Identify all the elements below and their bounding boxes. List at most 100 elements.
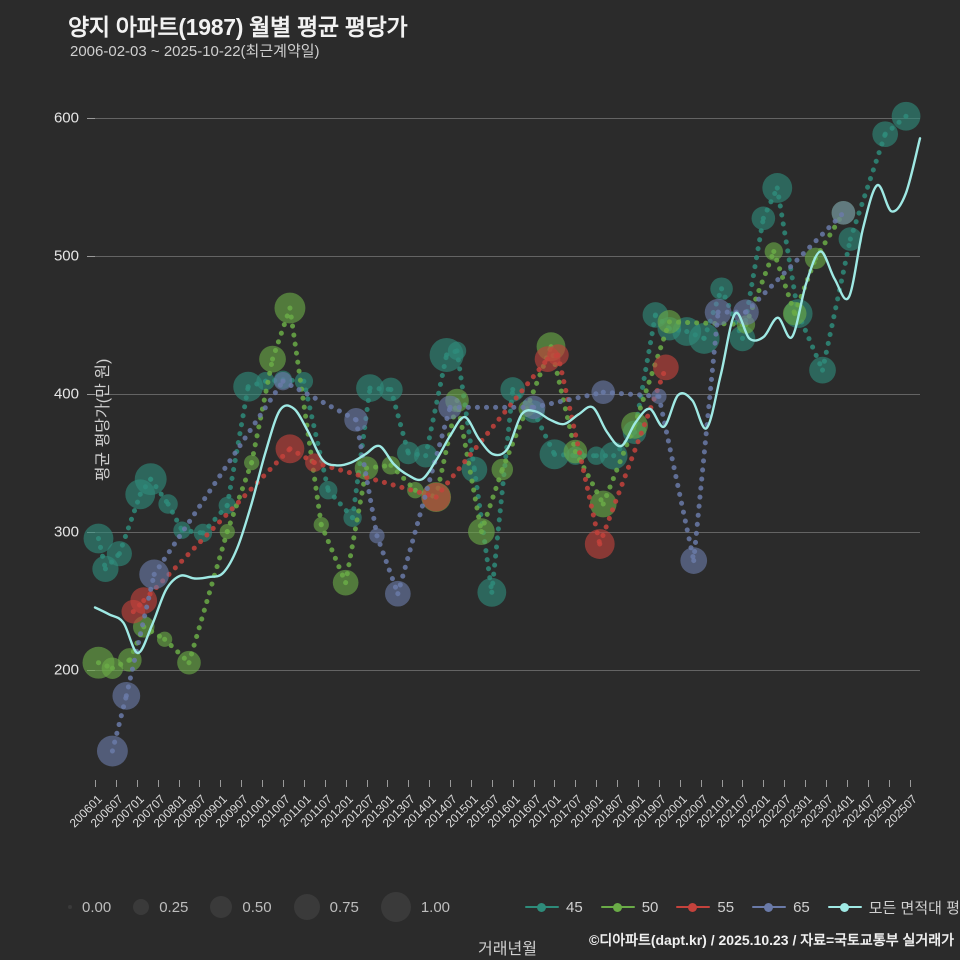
y-axis-title: 평균 평당가(만 원)	[95, 358, 112, 482]
data-bubble	[762, 173, 793, 203]
size-legend-label: 0.75	[329, 898, 359, 916]
data-bubble	[294, 371, 314, 391]
series-1	[83, 101, 921, 607]
data-bubble	[218, 496, 236, 515]
average-line	[93, 137, 922, 655]
plot-area: 200 300 400 500 600 200601 200607 200701 200707…	[54, 90, 922, 958]
legend-marker-icon	[525, 901, 559, 913]
y-tick-label: 200	[53, 661, 79, 679]
data-bubble	[356, 374, 384, 402]
x-tick-mark	[617, 780, 619, 787]
data-bubble	[274, 292, 306, 324]
data-bubble	[704, 298, 732, 326]
series-connector	[433, 356, 551, 500]
series-connector	[531, 389, 606, 410]
x-tick-mark	[303, 780, 305, 787]
series-connector	[656, 393, 697, 564]
data-bubble	[313, 517, 329, 533]
x-tick-mark	[470, 780, 472, 787]
legend-item-65[interactable]: 65	[752, 899, 810, 916]
legend-label: 55	[717, 898, 735, 916]
legend-item-55[interactable]: 55	[676, 899, 734, 916]
data-bubble	[130, 587, 158, 614]
legend-marker-icon	[676, 901, 711, 913]
data-bubble	[112, 681, 141, 710]
data-bubble	[477, 577, 507, 607]
gridline	[95, 669, 920, 671]
legend-item-45[interactable]: 45	[525, 899, 583, 916]
data-bubble	[764, 242, 783, 261]
x-tick-mark	[262, 780, 264, 787]
series-connector	[423, 352, 450, 459]
data-bubble	[118, 648, 142, 672]
x-tick-mark	[220, 780, 222, 787]
x-tick-mark	[658, 780, 660, 787]
x-tick-mark	[512, 780, 514, 787]
data-bubble	[173, 521, 191, 539]
size-legend-bubble	[293, 894, 320, 920]
data-bubble	[838, 227, 863, 251]
data-bubble	[139, 559, 170, 590]
y-tick-mark	[87, 393, 95, 395]
data-bubble	[589, 490, 617, 518]
data-bubble	[332, 569, 359, 596]
series-connector	[666, 319, 749, 328]
x-tick-mark	[638, 780, 640, 787]
data-bubble	[106, 541, 132, 567]
data-bubble	[653, 354, 679, 381]
series-connector	[186, 529, 230, 666]
series-connector	[555, 352, 603, 547]
data-bubble	[872, 121, 899, 147]
data-bubble	[680, 547, 708, 574]
data-bubble	[83, 523, 114, 554]
data-bubble	[305, 453, 324, 472]
x-tick-mark	[700, 780, 702, 787]
series-connector	[353, 417, 380, 539]
chart-title: 양지 아파트(1987) 월별 평균 평당가	[68, 14, 408, 40]
x-tick-mark	[429, 780, 431, 787]
legend-item-50[interactable]: 50	[600, 898, 659, 916]
series-legend: 45 50 55 65 모든 면적대 평균값	[525, 893, 960, 921]
gridline	[95, 117, 920, 119]
x-tick-mark	[679, 780, 681, 787]
data-bubble	[385, 580, 411, 607]
series-connector	[499, 406, 530, 472]
data-bubble	[500, 377, 526, 402]
size-legend-label: 0.50	[242, 898, 272, 916]
legend-label: 50	[641, 898, 659, 916]
series-layer	[82, 101, 922, 767]
data-bubble	[491, 458, 514, 481]
data-bubble	[584, 529, 615, 559]
x-tick-mark	[95, 780, 96, 787]
data-bubble	[447, 341, 467, 361]
y-tick-label: 400	[53, 385, 79, 403]
size-legend-bubble	[210, 896, 233, 918]
series-connector	[350, 385, 373, 521]
data-bubble	[101, 657, 124, 679]
x-tick-mark	[324, 780, 326, 787]
legend-item-모든-면적대-평균값[interactable]: 모든 면적대 평균값	[827, 897, 960, 918]
data-bubble	[831, 201, 856, 225]
data-bubble	[244, 454, 260, 471]
x-tick-mark	[178, 780, 180, 787]
data-bubble	[319, 481, 338, 500]
series-connector	[820, 236, 853, 373]
size-legend-bubble	[380, 892, 411, 922]
x-tick-mark	[491, 780, 493, 787]
x-tick-mark	[784, 780, 786, 787]
x-tick-mark	[345, 780, 347, 787]
data-bubble	[563, 439, 588, 464]
series-connector	[249, 356, 276, 466]
series-connector	[287, 305, 324, 528]
series-connector	[123, 571, 157, 699]
data-bubble	[782, 301, 807, 326]
data-bubble	[710, 277, 733, 300]
size-legend-bubble	[133, 899, 150, 915]
x-tick-mark	[867, 780, 869, 787]
x-tick-mark	[826, 780, 827, 787]
gridline	[95, 255, 920, 257]
x-tick-mark	[136, 780, 138, 787]
x-tick-mark	[805, 780, 807, 787]
series-4	[96, 201, 856, 767]
size-legend: 0.00 0.25 0.50 0.75 1.00	[68, 892, 472, 922]
